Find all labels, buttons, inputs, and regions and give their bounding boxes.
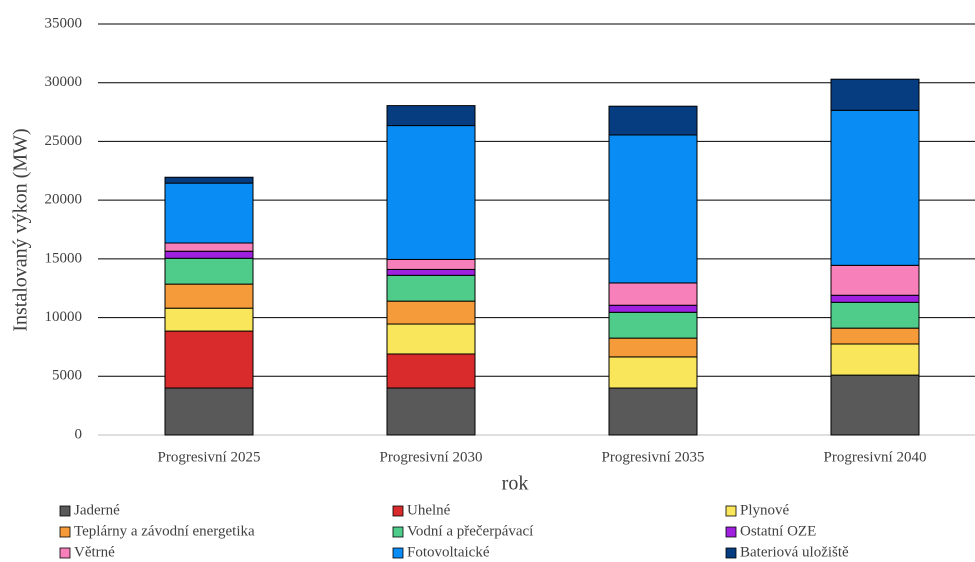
legend-label: Ostatní OZE	[740, 523, 816, 539]
y-tick-label: 25000	[45, 133, 83, 149]
bar-segment	[608, 387, 698, 436]
x-tick-label: Progresivní 2035	[602, 449, 705, 465]
legend-label: Větrné	[74, 544, 115, 560]
bar-segment	[608, 337, 698, 358]
bar-segment	[164, 330, 254, 389]
bar-segment	[608, 134, 698, 284]
bar-segment	[830, 327, 920, 345]
legend-swatch	[725, 526, 737, 538]
x-axis-title: rok	[502, 473, 529, 495]
legend-swatch	[392, 526, 404, 538]
y-tick-label: 10000	[45, 309, 83, 325]
bar-segment	[386, 300, 476, 325]
bar-segment	[608, 304, 698, 313]
bar-segment	[164, 242, 254, 252]
legend-swatch	[392, 505, 404, 517]
legend-label: Uhelné	[407, 502, 451, 518]
bar-segment	[830, 78, 920, 111]
bar-segment	[386, 323, 476, 355]
bar-segment	[608, 356, 698, 389]
bar-segment	[830, 301, 920, 329]
bar-segment	[830, 343, 920, 376]
legend-swatch	[59, 526, 71, 538]
bar-segment	[164, 283, 254, 309]
y-axis-title: Instalovaný výkon (MW)	[10, 128, 32, 331]
legend-label: Teplárny a závodní energetika	[74, 523, 255, 539]
bar-segment	[608, 311, 698, 339]
legend-swatch	[725, 505, 737, 517]
bar-segment	[830, 294, 920, 303]
bar-segment	[608, 105, 698, 136]
legend-swatch	[59, 547, 71, 559]
y-tick-label: 5000	[52, 368, 82, 384]
bar-segment	[386, 387, 476, 436]
y-tick-label: 15000	[45, 250, 83, 266]
bar-segment	[386, 353, 476, 389]
bar-segment	[164, 387, 254, 436]
bar-segment	[386, 125, 476, 260]
x-tick-label: Progresivní 2040	[824, 449, 927, 465]
legend-swatch	[392, 547, 404, 559]
bar-segment	[830, 264, 920, 296]
bar-segment	[164, 250, 254, 259]
bar-segment	[164, 176, 254, 184]
x-tick-label: Progresivní 2030	[380, 449, 483, 465]
bar-segment	[608, 282, 698, 306]
bar-segment	[164, 307, 254, 332]
y-tick-label: 35000	[45, 15, 83, 31]
x-tick-label: Progresivní 2025	[158, 449, 261, 465]
legend-swatch	[725, 547, 737, 559]
bar-segment	[386, 258, 476, 270]
y-tick-label: 20000	[45, 192, 83, 208]
legend-swatch	[59, 505, 71, 517]
bar-segment	[386, 274, 476, 302]
bar-segment	[386, 105, 476, 127]
bar-segment	[164, 257, 254, 285]
y-tick-label: 0	[75, 426, 83, 442]
legend-label: Fotovoltaické	[407, 544, 490, 560]
y-tick-label: 30000	[45, 74, 83, 90]
legend-label: Vodní a přečerpávací	[407, 523, 533, 539]
legend-label: Jaderné	[74, 502, 120, 518]
bar-segment	[830, 109, 920, 266]
bar-segment	[830, 374, 920, 436]
bar-segment	[386, 268, 476, 276]
bar-segment	[164, 182, 254, 244]
legend-label: Plynové	[740, 502, 790, 518]
legend-label: Bateriová uložiště	[740, 544, 849, 560]
